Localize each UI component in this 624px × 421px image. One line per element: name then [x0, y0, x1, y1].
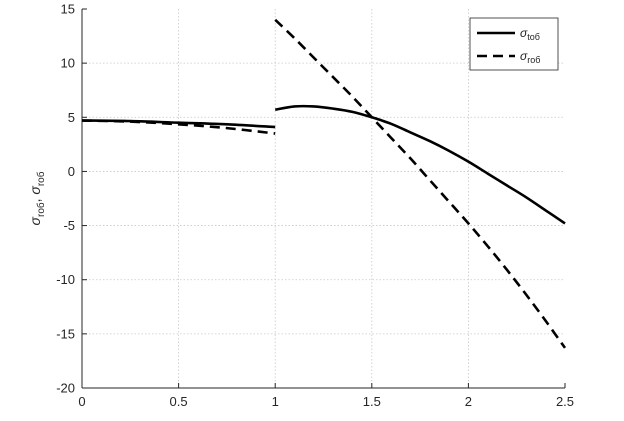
x-tick-label: 1.5: [363, 394, 381, 409]
y-tick-label: -5: [63, 218, 75, 233]
x-tick-label: 0: [78, 394, 85, 409]
legend-label-subscript: rоб: [527, 55, 540, 65]
legend-label-2: σrоб: [520, 49, 540, 65]
y-tick-label: -15: [56, 326, 75, 341]
y-axis-label-part: σ: [27, 216, 43, 225]
series-line-2-segment-2: [274, 18, 567, 349]
y-axis-label-part: ,: [27, 195, 43, 203]
y-tick-label: 10: [61, 56, 75, 71]
y-axis-label: σrоб, σrоб: [27, 171, 47, 225]
tick-labels: 0 0.5 1 1.5 2 2.5 -20 -15 -10 -5 0 5 10 15: [56, 2, 574, 410]
x-tick-label: 1: [272, 394, 279, 409]
y-tick-label: 5: [68, 110, 75, 125]
y-tick-label: -20: [56, 381, 75, 396]
y-tick-label: -10: [56, 272, 75, 287]
legend-label-subscript: tоб: [527, 32, 540, 42]
x-tick-label: 2.5: [556, 394, 574, 409]
series-line-2-segment-1: [81, 119, 276, 135]
legend-label-symbol: σ: [520, 26, 528, 40]
plot-area: [82, 9, 565, 388]
legend-box: [469, 17, 559, 71]
y-tick-label: 15: [61, 2, 75, 17]
series-lines: [81, 18, 567, 349]
y-axis-label-group: σrоб, σrоб: [27, 171, 47, 225]
y-axis-label-part: rоб: [35, 202, 47, 217]
x-tick-label: 0.5: [170, 394, 188, 409]
grid: [82, 9, 565, 388]
x-tick-label: 2: [465, 394, 472, 409]
y-axis-label-part: σ: [27, 186, 43, 195]
axes: [81, 8, 566, 389]
legend-label-symbol: σ: [520, 49, 528, 63]
legend-label-1: σtоб: [520, 26, 540, 42]
y-tick-label: 0: [68, 164, 75, 179]
series-line-1-segment-2: [274, 104, 566, 225]
y-axis-label-part: rоб: [35, 171, 47, 186]
